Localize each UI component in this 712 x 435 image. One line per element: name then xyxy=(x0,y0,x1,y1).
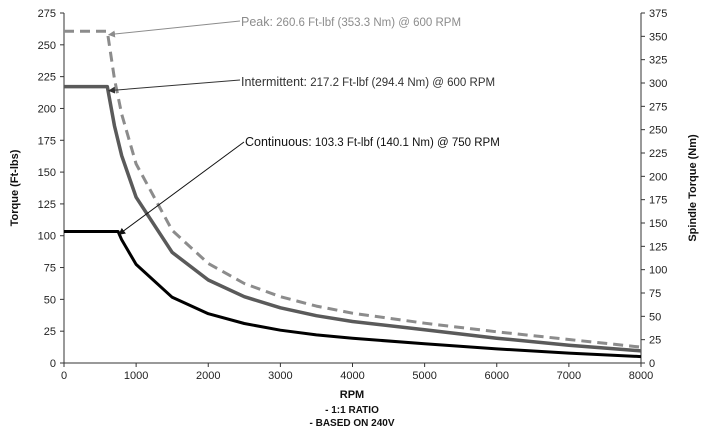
y-left-tick-label: 125 xyxy=(38,199,56,211)
peak-callout-arrow xyxy=(108,20,241,38)
chart-axes xyxy=(63,13,642,364)
y-left-tick-label: 0 xyxy=(50,358,56,370)
y-right-tick-label: 350 xyxy=(649,31,667,43)
x-tick-group: 0 1000 2000 3000 4000 5000 6000 7000 8000 xyxy=(61,363,653,382)
y-left-tick-label: 50 xyxy=(44,294,56,306)
y-right-tick-label: 125 xyxy=(649,241,667,253)
series-group xyxy=(64,29,642,359)
y-left-tick-label: 100 xyxy=(38,231,56,243)
x-tick-label: 3000 xyxy=(268,370,292,382)
y-right-tick-label: 0 xyxy=(649,358,655,370)
y-right-tick-label: 300 xyxy=(649,78,667,90)
note-voltage: - BASED ON 240V xyxy=(309,418,394,429)
y-left-axis-title: Torque (Ft-lbs) xyxy=(9,149,21,226)
intermittent-callout-value: 217.2 Ft-lbf (294.4 Nm) @ 600 RPM xyxy=(307,77,495,89)
intermittent-torque-line xyxy=(64,84,642,353)
x-tick-label: 6000 xyxy=(485,370,509,382)
continuous-callout-lead: Continuous: xyxy=(245,135,312,149)
y-right-tick-label: 200 xyxy=(649,171,667,183)
annotation-group: Peak: 260.6 Ft-lbf (353.3 Nm) @ 600 RPM I… xyxy=(108,15,500,235)
intermittent-callout-arrow xyxy=(108,79,241,94)
x-tick-label: 8000 xyxy=(629,370,653,382)
intermittent-callout-lead: Intermittent: xyxy=(241,75,307,89)
y-left-tick-label: 200 xyxy=(38,103,56,115)
peak-callout-lead: Peak: xyxy=(241,15,273,29)
continuous-callout-label: Continuous: 103.3 Ft-lbf (140.1 Nm) @ 75… xyxy=(245,135,500,149)
peak-callout-value: 260.6 Ft-lbf (353.3 Nm) @ 600 RPM xyxy=(273,17,461,29)
y-right-tick-label: 100 xyxy=(649,265,667,277)
peak-callout-label: Peak: 260.6 Ft-lbf (353.3 Nm) @ 600 RPM xyxy=(241,15,461,29)
y-right-axis-title: Spindle Torque (Nm) xyxy=(687,134,699,242)
note-ratio: - 1:1 RATIO xyxy=(325,405,379,416)
y-right-tick-label: 150 xyxy=(649,218,667,230)
y-left-tick-label: 150 xyxy=(38,167,56,179)
y-right-tick-label: 50 xyxy=(649,311,661,323)
peak-torque-line xyxy=(64,29,642,349)
y-right-tick-label: 225 xyxy=(649,148,667,160)
x-tick-label: 0 xyxy=(61,370,67,382)
intermittent-callout-label: Intermittent: 217.2 Ft-lbf (294.4 Nm) @ … xyxy=(241,75,495,89)
y-left-tick-group: 0 25 50 75 100 125 150 175 200 225 250 275 xyxy=(38,8,64,370)
y-right-tick-label: 175 xyxy=(649,195,667,207)
y-left-tick-label: 275 xyxy=(38,8,56,20)
y-left-tick-label: 75 xyxy=(44,263,56,275)
y-left-tick-label: 25 xyxy=(44,326,56,338)
y-left-tick-label: 225 xyxy=(38,72,56,84)
x-tick-label: 7000 xyxy=(557,370,581,382)
y-right-tick-label: 75 xyxy=(649,288,661,300)
y-right-tick-label: 25 xyxy=(649,335,661,347)
y-left-tick-label: 250 xyxy=(38,40,56,52)
continuous-callout-arrow xyxy=(118,141,245,235)
continuous-callout-value: 103.3 Ft-lbf (140.1 Nm) @ 750 RPM xyxy=(312,137,500,149)
y-right-tick-label: 250 xyxy=(649,125,667,137)
x-axis-title: RPM xyxy=(340,389,364,401)
y-left-tick-label: 175 xyxy=(38,135,56,147)
x-tick-label: 4000 xyxy=(340,370,364,382)
x-tick-label: 1000 xyxy=(124,370,148,382)
y-right-tick-group: 0 25 50 75 100 125 150 175 200 225 250 275 300 325 350… xyxy=(641,8,667,370)
y-right-tick-label: 325 xyxy=(649,55,667,67)
x-tick-label: 2000 xyxy=(196,370,220,382)
y-right-tick-label: 275 xyxy=(649,101,667,113)
continuous-torque-line xyxy=(64,230,642,359)
y-right-tick-label: 375 xyxy=(649,8,667,20)
x-tick-label: 5000 xyxy=(412,370,436,382)
